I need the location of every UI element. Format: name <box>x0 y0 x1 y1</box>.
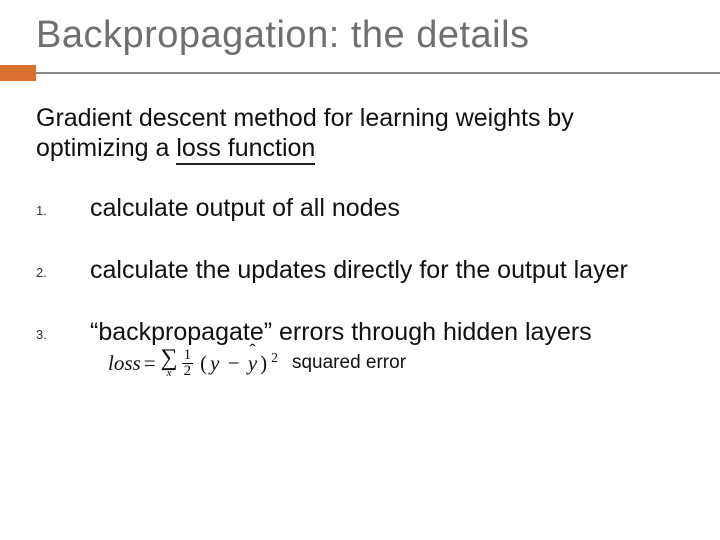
step-1-text: calculate output of all nodes <box>90 193 684 223</box>
intro-underlined: loss function <box>176 134 315 165</box>
y-hat-var: y <box>248 351 257 376</box>
step-3-text: “backpropagate” errors through hidden la… <box>90 317 684 379</box>
minus-op: − <box>228 351 240 375</box>
formula-wrap: loss = ∑ x 1 2 (y − y)2 <box>108 348 406 379</box>
formula-equals: = <box>144 351 156 376</box>
slide: Backpropagation: the details Gradient de… <box>0 0 720 540</box>
sigma-icon: ∑ <box>161 348 178 370</box>
one-half-fraction: 1 2 <box>182 348 194 379</box>
open-paren: ( <box>200 351 207 375</box>
step-item: calculate output of all nodes <box>36 193 684 223</box>
close-paren: ) <box>260 351 267 375</box>
step-item: “backpropagate” errors through hidden la… <box>36 317 684 379</box>
paren-term: (y − y)2 <box>197 350 278 376</box>
steps-list: calculate output of all nodes calculate … <box>36 193 684 379</box>
step-item: calculate the updates directly for the o… <box>36 255 684 285</box>
fraction-numerator: 1 <box>182 348 194 364</box>
rule-line <box>0 72 720 74</box>
y-var: y <box>210 351 219 375</box>
formula-lhs: loss <box>108 351 141 376</box>
title-rule <box>0 65 720 81</box>
squared-exponent: 2 <box>271 350 278 365</box>
rule-accent <box>0 65 36 81</box>
fraction-denominator: 2 <box>182 364 194 379</box>
slide-title: Backpropagation: the details <box>36 14 684 57</box>
step-3-label: “backpropagate” errors through hidden la… <box>90 318 592 346</box>
step-2-text: calculate the updates directly for the o… <box>90 255 684 285</box>
sigma-sub: x <box>167 369 172 379</box>
sigma-block: ∑ x <box>161 348 178 379</box>
loss-formula: loss = ∑ x 1 2 (y − y)2 <box>108 348 278 379</box>
intro-text: Gradient descent method for learning wei… <box>36 103 684 163</box>
squared-error-label: squared error <box>292 352 406 375</box>
